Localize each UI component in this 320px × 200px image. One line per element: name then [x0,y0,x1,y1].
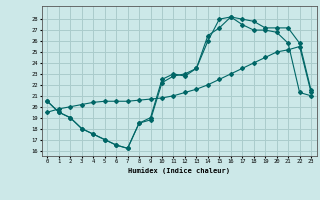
X-axis label: Humidex (Indice chaleur): Humidex (Indice chaleur) [128,167,230,174]
